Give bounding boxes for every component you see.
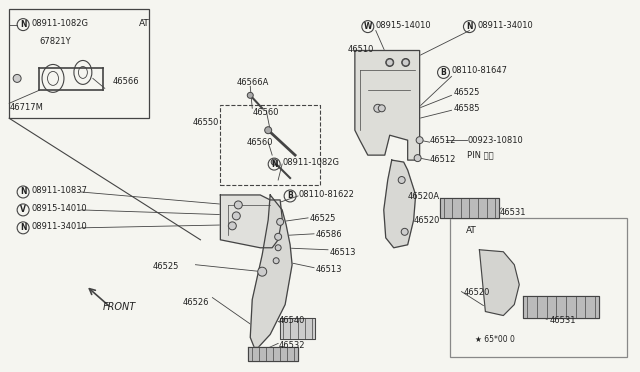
Text: 08110-81647: 08110-81647 — [451, 67, 508, 76]
Circle shape — [275, 245, 281, 251]
Bar — [220, 105, 320, 185]
Bar — [9, 9, 148, 118]
Polygon shape — [384, 160, 415, 248]
Text: 08915-14010: 08915-14010 — [376, 20, 431, 30]
Text: N: N — [20, 187, 26, 196]
Text: 46513: 46513 — [316, 265, 342, 274]
Polygon shape — [248, 347, 298, 361]
Polygon shape — [220, 195, 282, 248]
Text: 46532: 46532 — [278, 341, 305, 350]
Text: 46540: 46540 — [278, 315, 305, 324]
Text: 46560: 46560 — [246, 138, 273, 147]
Text: 08911-10837: 08911-10837 — [31, 186, 87, 195]
Text: 46531: 46531 — [499, 208, 526, 217]
Polygon shape — [440, 198, 499, 218]
Text: 46550: 46550 — [193, 118, 219, 127]
Text: ★ 65*00 0: ★ 65*00 0 — [476, 336, 515, 344]
Text: 46526: 46526 — [182, 298, 209, 307]
Circle shape — [265, 127, 272, 134]
Circle shape — [402, 59, 409, 66]
Text: N: N — [466, 22, 473, 31]
Text: 46717M: 46717M — [9, 103, 43, 112]
Text: 08915-14010: 08915-14010 — [31, 204, 86, 213]
Text: 00923-10810: 00923-10810 — [467, 136, 523, 145]
Bar — [449, 218, 627, 357]
Text: N: N — [271, 160, 277, 169]
Text: 46566: 46566 — [113, 77, 140, 86]
Text: 46520A: 46520A — [408, 192, 440, 201]
Text: 46531: 46531 — [549, 315, 575, 324]
Text: 46513: 46513 — [330, 248, 356, 257]
Polygon shape — [280, 318, 315, 339]
Circle shape — [276, 218, 284, 225]
Circle shape — [402, 58, 410, 67]
Circle shape — [273, 258, 279, 264]
Text: B: B — [441, 68, 447, 77]
Circle shape — [232, 212, 240, 220]
Polygon shape — [355, 51, 420, 160]
Text: B: B — [287, 192, 293, 201]
Text: 08911-34010: 08911-34010 — [31, 222, 87, 231]
Text: 46512: 46512 — [429, 136, 456, 145]
Circle shape — [374, 104, 382, 112]
Polygon shape — [524, 296, 599, 318]
Circle shape — [378, 105, 385, 112]
Circle shape — [386, 58, 394, 67]
Text: 08911-1082G: 08911-1082G — [31, 19, 88, 28]
Text: 46560: 46560 — [252, 108, 279, 117]
Text: AT: AT — [465, 226, 476, 235]
Circle shape — [247, 92, 253, 98]
Text: 08110-81622: 08110-81622 — [298, 190, 354, 199]
Text: PIN ピン: PIN ピン — [467, 150, 494, 159]
Text: 46520: 46520 — [413, 216, 440, 225]
Circle shape — [387, 59, 393, 66]
Polygon shape — [479, 250, 519, 315]
Text: 67821Y: 67821Y — [39, 36, 70, 45]
Circle shape — [258, 267, 267, 276]
Polygon shape — [250, 195, 292, 347]
Circle shape — [234, 201, 243, 209]
Circle shape — [398, 177, 405, 183]
Text: AT: AT — [139, 19, 149, 28]
Text: 46525: 46525 — [454, 89, 480, 97]
Text: 46586: 46586 — [316, 230, 342, 239]
Circle shape — [414, 155, 421, 161]
Text: W: W — [364, 22, 372, 31]
Text: N: N — [20, 223, 26, 232]
Text: N: N — [20, 20, 26, 29]
Circle shape — [271, 159, 277, 165]
Circle shape — [13, 74, 21, 82]
Text: 46566A: 46566A — [236, 78, 269, 87]
Text: V: V — [20, 205, 26, 214]
Circle shape — [228, 222, 236, 230]
Circle shape — [416, 137, 423, 144]
Text: 46585: 46585 — [454, 104, 480, 113]
Text: 46520: 46520 — [463, 288, 490, 296]
Text: 46525: 46525 — [152, 262, 179, 271]
Circle shape — [401, 228, 408, 235]
Text: 08911-1082G: 08911-1082G — [282, 158, 339, 167]
Text: 46512: 46512 — [429, 155, 456, 164]
Text: 08911-34010: 08911-34010 — [477, 20, 533, 30]
Circle shape — [275, 233, 282, 240]
Text: FRONT: FRONT — [103, 302, 136, 312]
Text: 46525: 46525 — [310, 214, 337, 223]
Text: 46510: 46510 — [348, 45, 374, 54]
